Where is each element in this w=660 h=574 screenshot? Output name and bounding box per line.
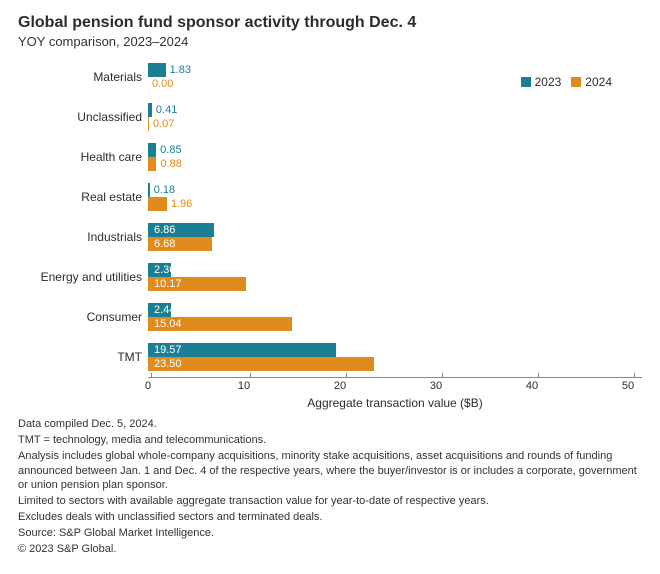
bar: 10.17 [148,277,246,291]
x-tick-label: 50 [622,380,634,392]
x-tick-label: 10 [238,380,250,392]
chart-row: Real estate 0.18 1.96 [18,177,642,217]
bar: 15.04 [148,317,292,331]
category-label: Health care [18,150,148,164]
bar-value-label: 0.85 [160,144,181,156]
x-tick: 0 [148,373,154,392]
bar-value-label: 1.96 [171,198,192,210]
bar: 19.57 [148,343,336,357]
bar: 2.44 [148,303,171,317]
bar-group: 2.3610.17 [148,257,642,297]
category-label: Materials [18,70,148,84]
x-tick-label: 0 [145,380,151,392]
footnote-line: © 2023 S&P Global. [18,542,642,557]
x-axis: Aggregate transaction value ($B) 0 10 20 30… [18,377,642,411]
x-axis-label: Aggregate transaction value ($B) [148,396,642,410]
bar-value-label: 0.41 [156,104,177,116]
bar-value-label: 0.07 [153,118,174,130]
bar-value-label: 6.86 [148,223,214,237]
bar-group: 6.866.68 [148,217,642,257]
bar: 6.86 [148,223,214,237]
bar [148,143,156,157]
category-label: Unclassified [18,110,148,124]
footnote-line: Analysis includes global whole-company a… [18,449,642,494]
chart-row: Energy and utilities2.3610.17 [18,257,642,297]
bar-value-label: 6.68 [148,237,212,251]
bar-value-label: 0.18 [154,184,175,196]
chart-row: Materials 1.83 0.00 [18,57,642,97]
chart-row: Consumer2.4415.04 [18,297,642,337]
category-label: Industrials [18,230,148,244]
bar-value-label: 2.36 [148,263,171,277]
x-tick-label: 30 [430,380,442,392]
category-label: Real estate [18,190,148,204]
x-tick: 30 [436,373,448,392]
category-label: Energy and utilities [18,270,148,284]
footnote-line: TMT = technology, media and telecommunic… [18,433,642,448]
chart-row: Industrials6.866.68 [18,217,642,257]
bar [148,197,167,211]
category-label: Consumer [18,310,148,324]
bar [148,117,149,131]
chart-row: Health care 0.85 0.88 [18,137,642,177]
x-tick: 10 [244,373,256,392]
bar-group: 0.18 1.96 [148,177,642,217]
chart-row: Unclassified 0.41 0.07 [18,97,642,137]
chart-subtitle: YOY comparison, 2023–2024 [18,34,642,49]
footnote-line: Excludes deals with unclassified sectors… [18,510,642,525]
x-tick: 20 [340,373,352,392]
footnote-line: Data compiled Dec. 5, 2024. [18,417,642,432]
x-tick-label: 40 [526,380,538,392]
bar-value-label: 15.04 [148,317,292,331]
bar-value-label: 1.83 [170,64,191,76]
x-tick-label: 20 [334,380,346,392]
bar-value-label: 19.57 [148,343,336,357]
chart-rows: Materials 1.83 0.00 Unclassified 0.41 0.07 Hea… [18,57,642,377]
bar-group: 2.4415.04 [148,297,642,337]
footnote-line: Limited to sectors with available aggreg… [18,494,642,509]
bar: 2.36 [148,263,171,277]
footnotes: Data compiled Dec. 5, 2024.TMT = technol… [18,417,642,557]
bar-value-label: 0.88 [160,158,181,170]
bar-group: 19.5723.50 [148,337,642,377]
bar-value-label: 10.17 [148,277,246,291]
chart: 20232024 Materials1.830.00Unclassified0.… [18,57,642,411]
bar [148,63,166,77]
bar-group: 1.83 0.00 [148,57,642,97]
bar [148,157,156,171]
bar-value-label: 23.50 [148,357,374,371]
category-label: TMT [18,350,148,364]
bar-value-label: 0.00 [152,78,173,90]
bar: 6.68 [148,237,212,251]
bar-group: 0.41 0.07 [148,97,642,137]
bar-group: 0.85 0.88 [148,137,642,177]
x-tick: 40 [532,373,544,392]
chart-title: Global pension fund sponsor activity thr… [18,14,642,32]
footnote-line: Source: S&P Global Market Intelligence. [18,526,642,541]
bar [148,183,150,197]
bar [148,103,152,117]
chart-row: TMT19.5723.50 [18,337,642,377]
bar: 23.50 [148,357,374,371]
bar-value-label: 2.44 [148,303,171,317]
x-tick: 50 [628,373,640,392]
